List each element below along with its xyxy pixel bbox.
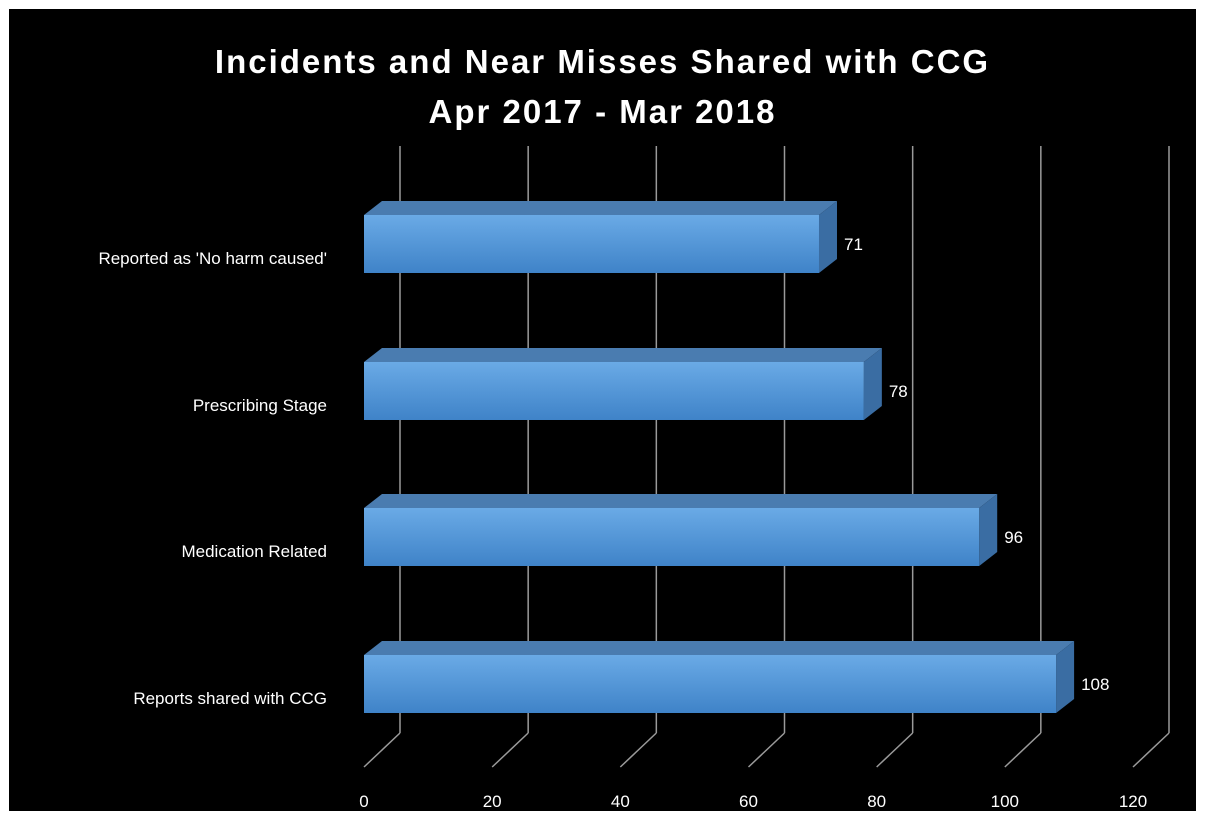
floor-line xyxy=(363,732,401,768)
bar-side-face xyxy=(1056,641,1075,713)
floor-line xyxy=(747,732,786,768)
floor-line xyxy=(1132,732,1170,768)
x-tick-label: 100 xyxy=(991,792,1019,811)
x-tick-label: 20 xyxy=(483,792,502,811)
x-tick-label: 120 xyxy=(1119,792,1147,811)
chart-title: Incidents and Near Misses Shared with CC… xyxy=(9,37,1196,137)
bars: 71 78 96 108 xyxy=(364,201,1109,713)
x-tick-label: 80 xyxy=(867,792,886,811)
bar xyxy=(364,641,1075,713)
category-labels: Reported as 'No harm caused' Prescribing … xyxy=(98,249,327,708)
category-label: Prescribing Stage xyxy=(193,396,327,415)
x-tick-label: 0 xyxy=(359,792,368,811)
floor-line xyxy=(491,732,529,768)
bar-chart: 0 20 40 60 80 100 120 71 78 96 108 Reported as 'N… xyxy=(98,146,1170,811)
bar-side-face xyxy=(979,494,998,566)
bar xyxy=(364,494,998,566)
bar xyxy=(364,348,882,420)
bar-side-face xyxy=(863,348,882,420)
chart-title-line1: Incidents and Near Misses Shared with CC… xyxy=(214,43,991,80)
bar xyxy=(364,201,837,273)
category-label: Medication Related xyxy=(181,542,327,561)
bar-front-face xyxy=(364,215,819,273)
x-tick-label: 40 xyxy=(611,792,630,811)
floor-line xyxy=(876,732,914,768)
bar-front-face xyxy=(364,655,1057,713)
x-axis-ticks: 0 20 40 60 80 100 120 xyxy=(359,792,1147,811)
category-label: Reported as 'No harm caused' xyxy=(98,249,327,268)
chart-frame: Incidents and Near Misses Shared with CC… xyxy=(9,9,1196,811)
bar-front-face xyxy=(364,508,980,566)
bar-value-label: 71 xyxy=(844,235,863,254)
chart-title-line2: Apr 2017 - Mar 2018 xyxy=(428,93,777,130)
x-tick-label: 60 xyxy=(739,792,758,811)
floor-line xyxy=(1004,732,1042,768)
bar-value-label: 108 xyxy=(1081,675,1109,694)
bar-value-label: 96 xyxy=(1004,528,1023,547)
floor-line xyxy=(619,732,657,768)
bar-top-face xyxy=(364,348,882,362)
bar-front-face xyxy=(364,362,864,420)
category-label: Reports shared with CCG xyxy=(133,689,327,708)
bar-side-face xyxy=(818,201,837,273)
bar-top-face xyxy=(364,641,1075,655)
bar-top-face xyxy=(364,201,837,215)
bar-value-label: 78 xyxy=(889,382,908,401)
bar-top-face xyxy=(364,494,998,508)
